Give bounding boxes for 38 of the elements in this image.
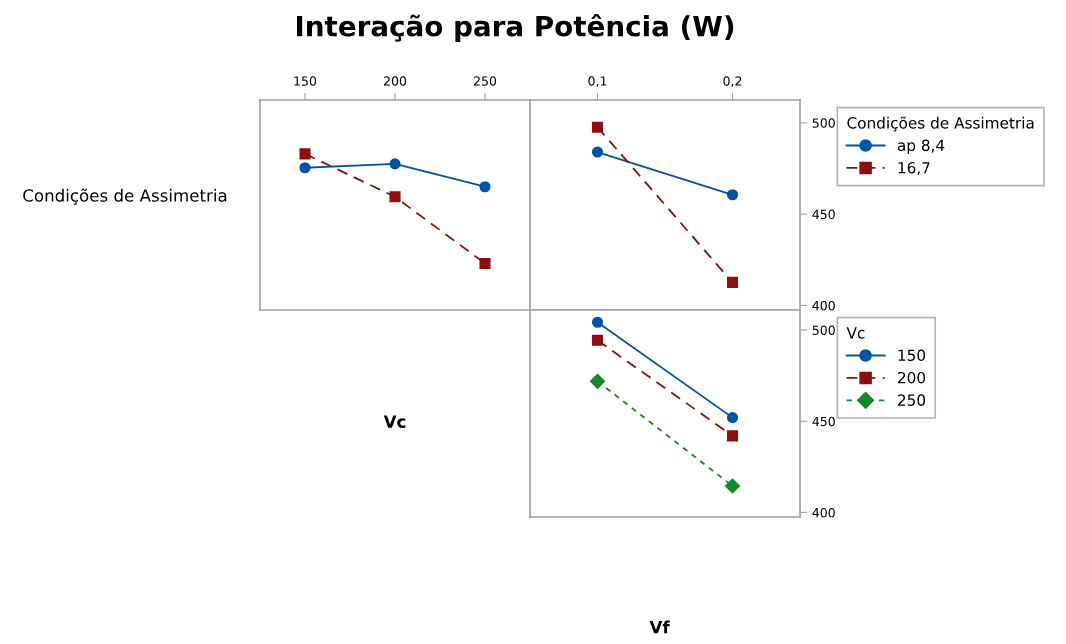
x-tick-label: 0,2: [723, 76, 742, 88]
x-axis-title: Vc: [383, 415, 406, 428]
point: [726, 276, 739, 288]
point: [299, 162, 311, 174]
legend-label: 16,7: [898, 161, 930, 176]
point: [726, 412, 739, 424]
point: [389, 191, 401, 203]
x-tick-label: 0,1: [588, 76, 607, 88]
y-tick-label: 400: [812, 507, 835, 518]
chart-title: Interação para Potência (W): [296, 14, 734, 42]
point: [591, 334, 604, 346]
point: [591, 316, 604, 328]
legend-title: Condições de Assimetria: [847, 116, 1034, 132]
legend-label: 200: [898, 371, 926, 384]
y-tick-label: 450: [812, 209, 835, 220]
point: [591, 121, 604, 133]
point: [726, 189, 739, 201]
y-tick-label: 400: [812, 300, 835, 311]
point: [591, 146, 604, 158]
y-tick-label: 450: [812, 416, 835, 427]
point: [389, 158, 401, 170]
x-axis-title: Vf: [649, 620, 670, 634]
legend-label: 150: [898, 349, 926, 362]
y-axis-title: Condições de Assimetria: [23, 188, 227, 205]
x-tick-label: 150: [294, 76, 317, 86]
x-tick-label: 250: [473, 76, 497, 86]
point: [724, 478, 741, 494]
x-tick-label: 200: [383, 76, 407, 86]
legend-title: Vc: [846, 327, 865, 339]
legend-label: ap 8,4: [897, 139, 945, 155]
point: [299, 148, 311, 160]
point: [589, 373, 606, 389]
y-tick-label: 500: [812, 118, 835, 128]
point: [479, 257, 491, 269]
point: [479, 181, 491, 193]
y-tick-label: 500: [812, 325, 835, 335]
legend-label: 250: [898, 394, 926, 406]
point: [726, 430, 739, 442]
